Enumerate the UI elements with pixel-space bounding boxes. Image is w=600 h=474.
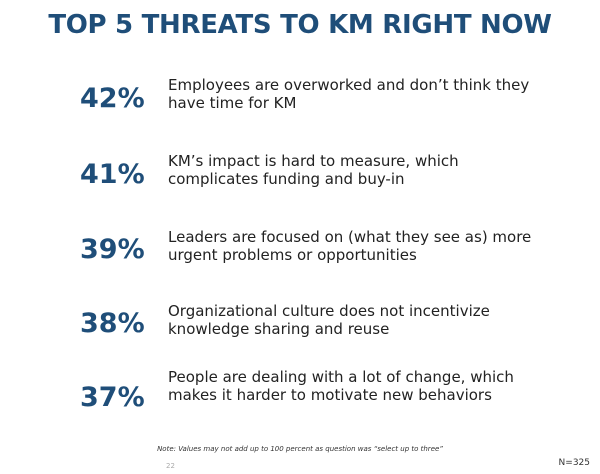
sample-size: N=325 <box>558 458 590 468</box>
threat-item: 38% Organizational culture does not ince… <box>60 298 580 368</box>
chart-title: TOP 5 THREATS TO KM RIGHT NOW <box>48 10 552 40</box>
threat-description: Organizational culture does not incentiv… <box>168 302 578 338</box>
threat-description-line: People are dealing with a lot of change,… <box>168 368 514 386</box>
threat-description: Employees are overworked and don’t think… <box>168 76 578 112</box>
threat-description: KM’s impact is hard to measure, which co… <box>168 152 578 188</box>
threat-percentage: 37% <box>80 382 145 413</box>
footnote: Note: Values may not add up to 100 perce… <box>157 445 443 453</box>
page-number: 22 <box>166 462 175 470</box>
threat-description-line: urgent problems or opportunities <box>168 246 417 264</box>
threat-description-line: have time for KM <box>168 94 297 112</box>
threat-item: 39% Leaders are focused on (what they se… <box>60 224 580 294</box>
threat-description-line: Leaders are focused on (what they see as… <box>168 228 532 246</box>
threat-percentage: 38% <box>80 308 145 339</box>
threat-description-line: makes it harder to motivate new behavior… <box>168 386 492 404</box>
threat-description-line: Organizational culture does not incentiv… <box>168 302 490 320</box>
threat-percentage: 39% <box>80 234 145 265</box>
threat-description-line: KM’s impact is hard to measure, which <box>168 152 459 170</box>
threat-description: Leaders are focused on (what they see as… <box>168 228 578 264</box>
threat-item: 41% KM’s impact is hard to measure, whic… <box>60 150 580 220</box>
threat-item: 42% Employees are overworked and don’t t… <box>60 72 580 142</box>
threat-percentage: 42% <box>80 83 145 114</box>
threat-description-line: complicates funding and buy-in <box>168 170 405 188</box>
threat-percentage: 41% <box>80 159 145 190</box>
threat-item: 37% People are dealing with a lot of cha… <box>60 364 580 434</box>
threat-description-line: Employees are overworked and don’t think… <box>168 76 530 94</box>
threat-description: People are dealing with a lot of change,… <box>168 368 578 404</box>
threat-description-line: knowledge sharing and reuse <box>168 320 390 338</box>
